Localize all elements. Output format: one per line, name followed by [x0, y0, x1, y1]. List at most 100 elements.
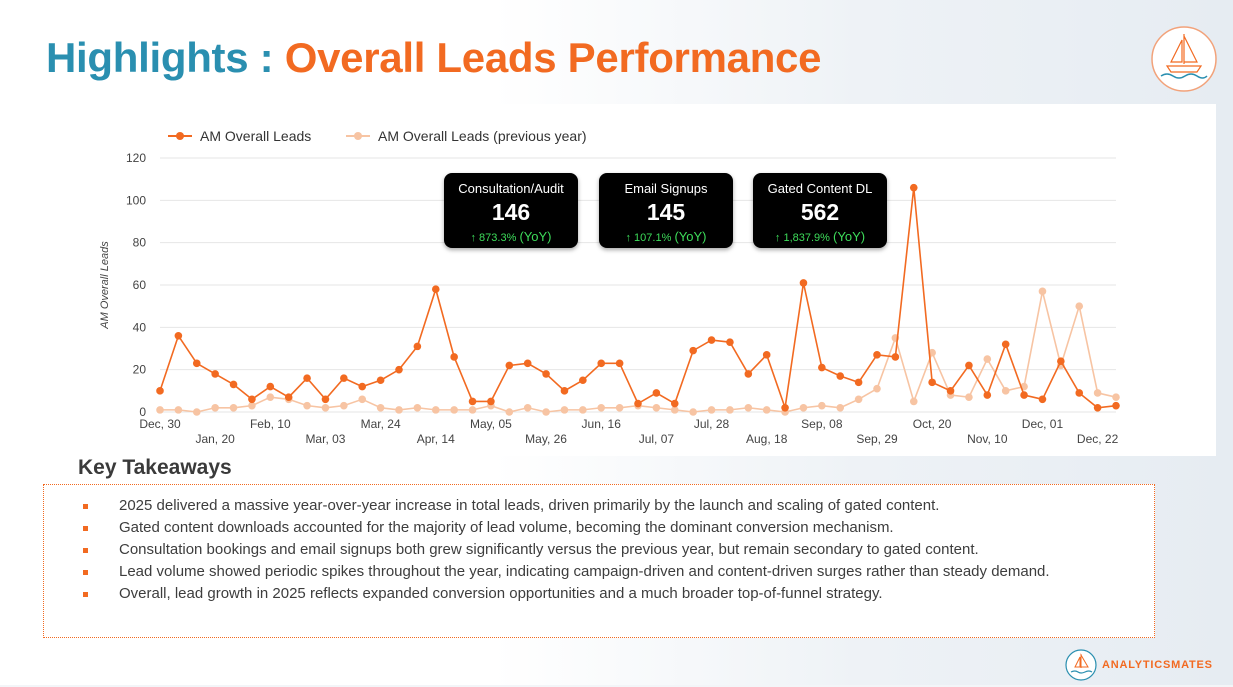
- y-tick-label: 40: [133, 320, 147, 334]
- data-point: [156, 387, 164, 395]
- data-point: [413, 403, 422, 412]
- data-point: [229, 403, 238, 412]
- data-point: [707, 336, 716, 344]
- data-point: [615, 403, 624, 412]
- data-point: [781, 403, 789, 412]
- data-point: [523, 359, 532, 368]
- data-point: [726, 338, 734, 346]
- takeaway-text: Overall, lead growth in 2025 reflects ex…: [119, 585, 883, 602]
- data-point: [744, 370, 753, 378]
- x-tick-label: Dec, 30: [139, 417, 181, 431]
- data-point: [321, 395, 330, 404]
- page-title: Highlights : Overall Leads Performance: [46, 34, 821, 82]
- data-point: [1057, 357, 1065, 365]
- bullet-icon: [83, 548, 88, 553]
- data-point: [579, 376, 587, 385]
- title-prefix: Highlights :: [46, 34, 285, 81]
- list-item: 2025 delivered a massive year-over-year …: [83, 495, 1134, 517]
- takeaway-text: 2025 delivered a massive year-over-year …: [119, 497, 940, 514]
- data-point: [762, 406, 771, 414]
- takeaway-text: Gated content downloads accounted for th…: [119, 519, 894, 536]
- data-point: [983, 391, 992, 399]
- x-tick-label: Sep, 29: [856, 432, 898, 446]
- data-point: [597, 359, 606, 368]
- kpi-delta-suffix: (YoY): [519, 229, 552, 244]
- data-point: [487, 397, 495, 406]
- data-point: [303, 374, 311, 382]
- data-point: [818, 401, 826, 410]
- legend-swatch-marker: [176, 132, 184, 140]
- brand-logo-bottom: ANALYTICSMATES: [1064, 648, 1224, 682]
- data-point: [891, 353, 900, 361]
- data-point: [1093, 403, 1102, 412]
- data-point: [1020, 391, 1028, 399]
- kpi-delta: ↑ 1,837.9% (YoY): [753, 229, 887, 244]
- data-point: [284, 393, 293, 401]
- data-point: [836, 403, 845, 412]
- data-point: [873, 384, 881, 393]
- data-point: [836, 372, 845, 380]
- data-point: [579, 406, 587, 414]
- data-point: [229, 380, 238, 389]
- data-point: [266, 393, 275, 401]
- data-point: [799, 403, 808, 412]
- x-tick-label: Oct, 20: [913, 417, 952, 431]
- kpi-label: Consultation/Audit: [458, 181, 564, 196]
- data-point: [358, 395, 367, 404]
- data-point: [1001, 387, 1010, 395]
- data-point: [1093, 389, 1102, 397]
- data-point: [670, 399, 679, 408]
- x-tick-label: Jun, 16: [582, 417, 622, 431]
- data-point: [689, 346, 697, 355]
- data-point: [340, 374, 348, 382]
- data-point: [321, 403, 330, 412]
- data-point: [248, 395, 256, 404]
- data-point: [983, 355, 992, 363]
- key-takeaways-box: 2025 delivered a massive year-over-year …: [43, 484, 1155, 638]
- data-point: [358, 382, 367, 391]
- kpi-delta: ↑ 107.1% (YoY): [599, 229, 733, 244]
- takeaways-list: 2025 delivered a massive year-over-year …: [44, 485, 1154, 605]
- x-tick-label: Mar, 24: [361, 417, 401, 431]
- list-item: Overall, lead growth in 2025 reflects ex…: [83, 583, 1134, 605]
- data-point: [634, 399, 642, 408]
- y-tick-label: 60: [133, 278, 147, 292]
- data-point: [1075, 389, 1084, 397]
- data-point: [652, 403, 661, 412]
- leads-line-chart: 0 20 40 60 80 100 120 AM Overall Leads Dec, 30 Fe…: [99, 128, 1120, 446]
- x-tick-label: Jan, 20: [195, 432, 235, 446]
- kpi-delta: ↑ 873.3% (YoY): [444, 229, 578, 244]
- data-point: [542, 408, 550, 416]
- data-point: [395, 406, 403, 414]
- kpi-delta-value: ↑ 107.1%: [625, 232, 672, 244]
- x-tick-label: May, 26: [525, 432, 567, 446]
- data-point: [395, 365, 403, 374]
- data-point: [505, 408, 514, 416]
- series-line: [160, 291, 1117, 413]
- data-point: [303, 401, 311, 410]
- legend-label: AM Overall Leads (previous year): [378, 128, 587, 144]
- data-point: [248, 401, 256, 410]
- bullet-icon: [83, 526, 88, 531]
- x-tick-label: Mar, 03: [305, 432, 345, 446]
- x-tick-label: Jul, 07: [639, 432, 675, 446]
- data-point: [1038, 287, 1047, 296]
- x-tick-label: Aug, 18: [746, 432, 788, 446]
- kpi-card-gated-content: Gated Content DL 562 ↑ 1,837.9% (YoY): [753, 173, 887, 248]
- kpi-delta-suffix: (YoY): [833, 229, 866, 244]
- y-tick-label: 120: [126, 151, 146, 165]
- data-point: [854, 378, 863, 387]
- x-tick-label: Dec, 22: [1077, 432, 1119, 446]
- data-point: [468, 397, 477, 406]
- title-main: Overall Leads Performance: [284, 34, 822, 81]
- data-point: [928, 378, 936, 387]
- data-point: [965, 393, 973, 401]
- y-axis-label: AM Overall Leads: [99, 241, 111, 330]
- data-point: [854, 395, 863, 404]
- x-tick-label: Feb, 10: [250, 417, 291, 431]
- data-point: [799, 279, 808, 287]
- data-point: [762, 351, 771, 359]
- y-tick-label: 80: [133, 236, 147, 250]
- data-point: [1001, 340, 1010, 349]
- data-point: [1112, 401, 1120, 410]
